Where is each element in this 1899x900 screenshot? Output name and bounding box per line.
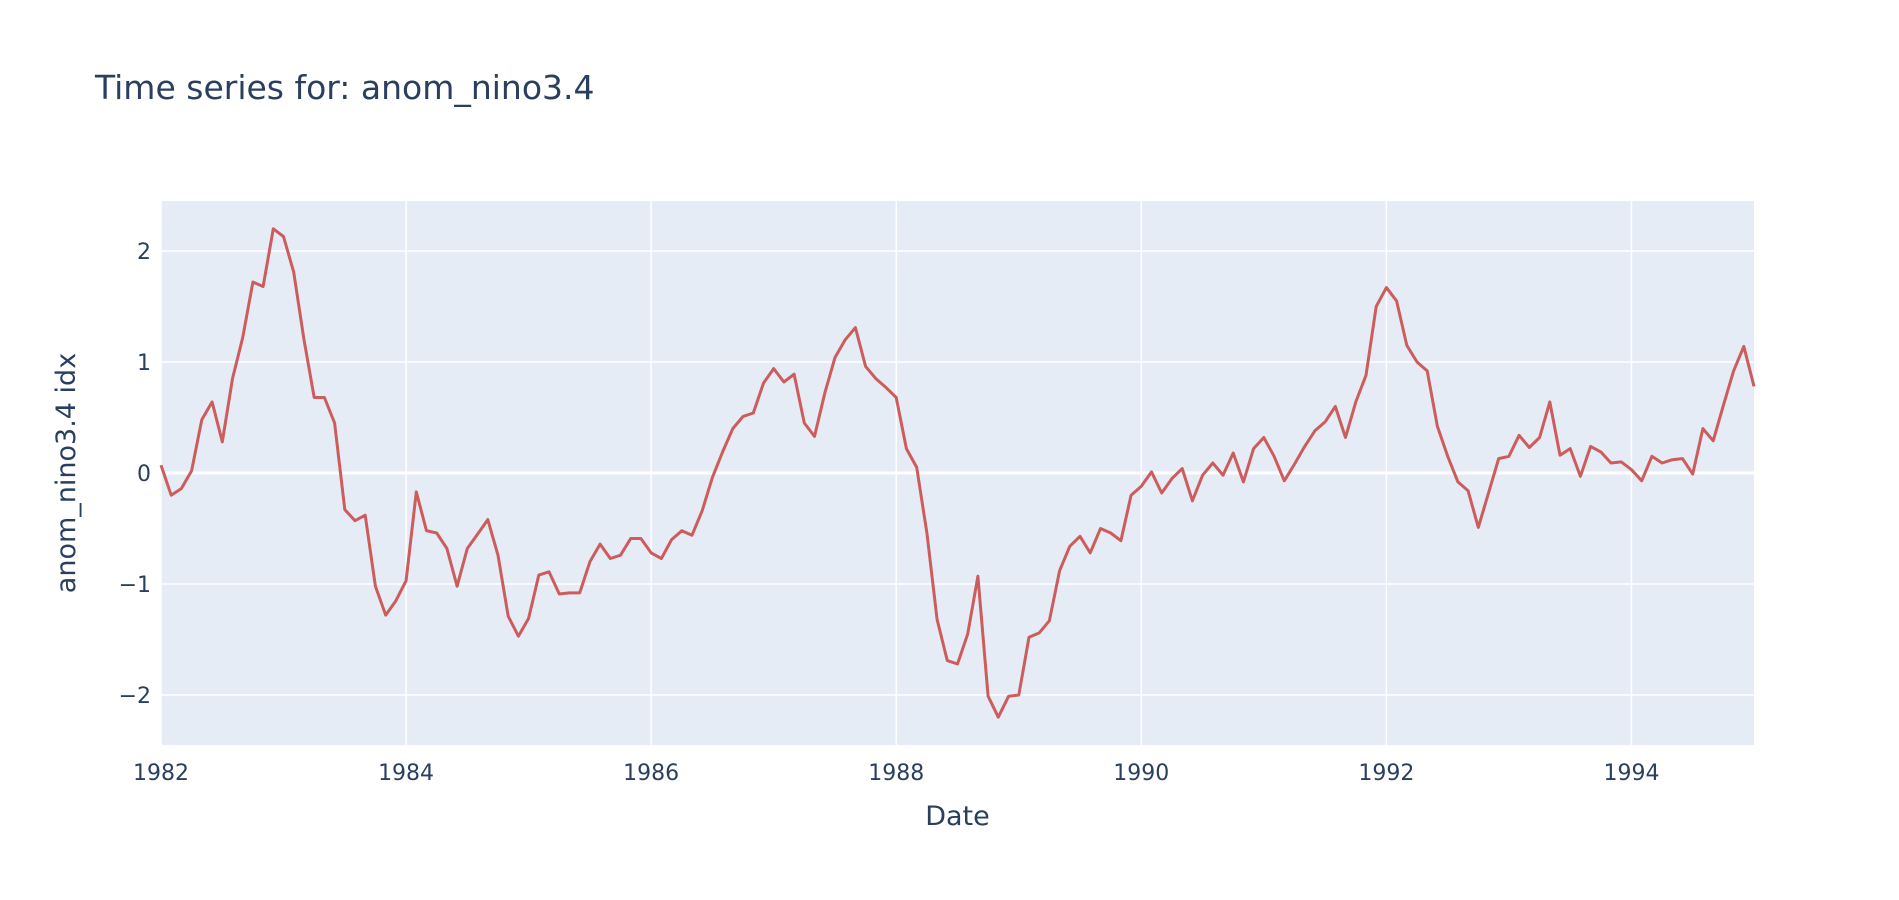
x-tick-label: 1988	[868, 761, 924, 786]
y-tick-label: 0	[137, 462, 151, 487]
x-tick-label: 1986	[623, 761, 679, 786]
y-axis-title: anom_nino3.4 idx	[51, 353, 82, 593]
x-gridlines	[160, 201, 1633, 745]
x-tick-label: 1990	[1113, 761, 1169, 786]
x-tick-label: 1994	[1603, 761, 1659, 786]
y-tick-label: 2	[137, 240, 151, 265]
x-tick-label: 1992	[1358, 761, 1414, 786]
series-layer	[159, 227, 1756, 719]
x-tick-label: 1982	[133, 761, 189, 786]
y-tick-labels: −2 −1 0 1 2	[119, 240, 151, 709]
x-axis-title: Date	[925, 801, 990, 832]
x-tick-labels: 1982 1984 1986 1988 1990 1992 1994	[133, 761, 1659, 786]
y-gridlines	[161, 250, 1754, 696]
series-line	[159, 227, 1756, 719]
chart-title: Time series for: anom_nino3.4	[95, 68, 595, 107]
x-tick-label: 1984	[378, 761, 434, 786]
y-tick-label: −1	[119, 573, 151, 598]
y-tick-label: −2	[119, 684, 151, 709]
y-tick-label: 1	[137, 351, 151, 376]
